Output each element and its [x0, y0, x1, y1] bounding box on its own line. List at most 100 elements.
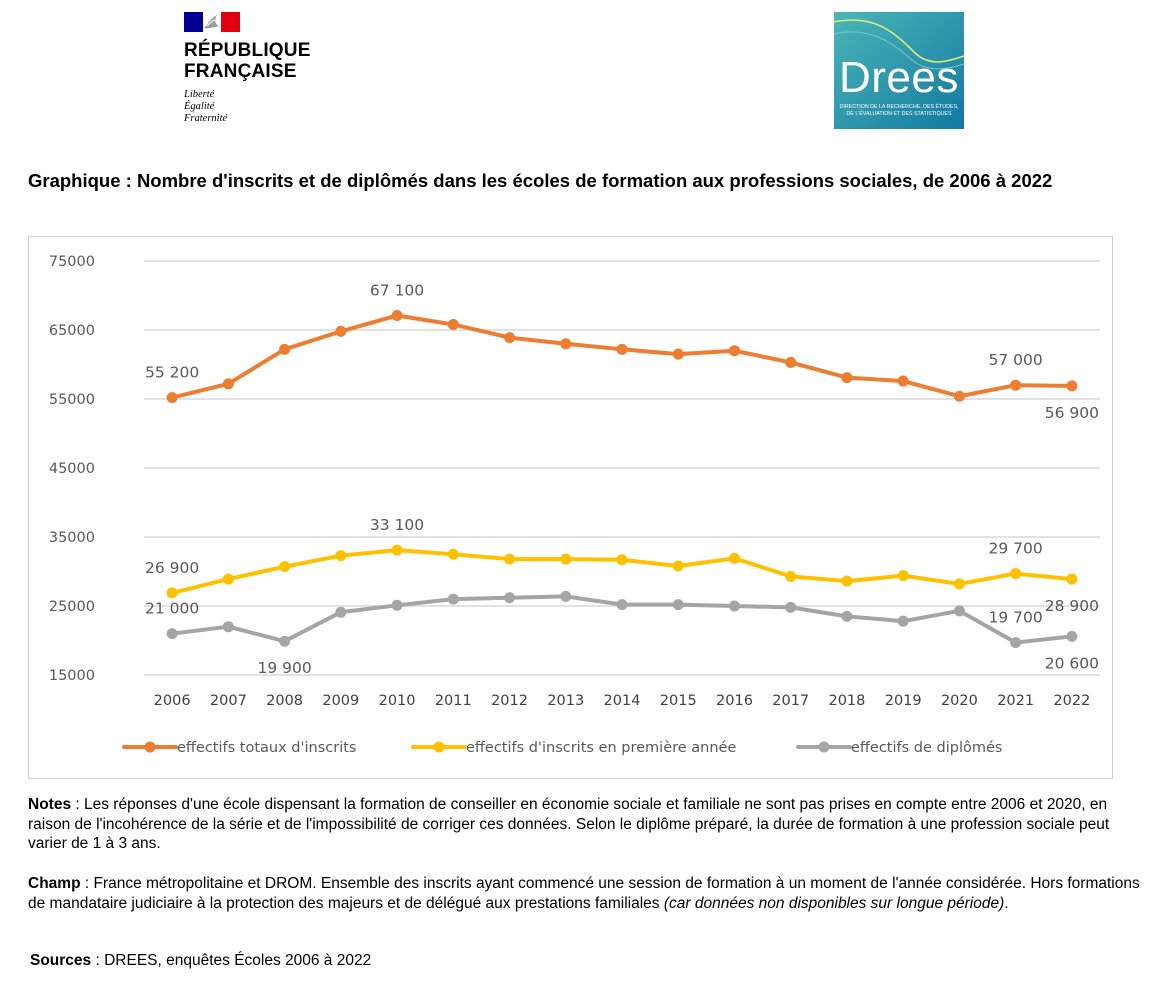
x-tick-label: 2014	[604, 693, 641, 709]
data-point	[560, 590, 572, 602]
data-point	[222, 573, 234, 585]
data-point	[222, 378, 234, 390]
x-tick-label: 2021	[997, 693, 1034, 709]
data-point	[785, 601, 797, 613]
data-point	[222, 621, 234, 633]
x-tick-label: 2007	[210, 693, 247, 709]
data-label: 55 200	[145, 364, 199, 382]
data-point	[335, 550, 347, 562]
data-point	[560, 338, 572, 350]
data-point	[504, 553, 516, 565]
data-point	[279, 635, 291, 647]
republique-francaise-logo: RÉPUBLIQUE FRANÇAISE Liberté Égalité Fra…	[184, 12, 324, 132]
x-tick-label: 2016	[716, 693, 753, 709]
data-point	[672, 348, 684, 360]
y-tick-label: 35000	[49, 530, 95, 546]
data-point	[616, 554, 628, 566]
x-tick-label: 2019	[885, 693, 922, 709]
rf-motto-fraternite: Fraternité	[184, 113, 228, 124]
rf-name-line1: RÉPUBLIQUE	[184, 40, 311, 61]
x-tick-label: 2006	[154, 693, 191, 709]
notes-label: Notes	[28, 796, 72, 813]
data-point	[785, 570, 797, 582]
data-point	[1010, 379, 1022, 391]
x-tick-label: 2018	[828, 693, 865, 709]
y-tick-label: 75000	[49, 254, 95, 270]
legend-swatch-marker	[433, 741, 445, 753]
chart-title: Graphique : Nombre d'inscrits et de dipl…	[28, 170, 1053, 191]
marianne-flag-icon	[184, 12, 240, 32]
data-point	[897, 615, 909, 627]
republique-francaise-name: RÉPUBLIQUE FRANÇAISE	[184, 40, 311, 82]
data-label: 19 900	[257, 659, 311, 677]
rf-name-line2: FRANÇAISE	[184, 61, 297, 82]
champ-label: Champ	[28, 875, 81, 892]
data-point	[560, 553, 572, 565]
data-point	[841, 575, 853, 587]
champ-end: .	[1004, 894, 1009, 912]
notes-text: : Les réponses d'une école dispensant la…	[28, 796, 1110, 852]
drees-wordmark: Drees	[839, 53, 959, 102]
x-tick-label: 2008	[266, 693, 303, 709]
data-label: 28 900	[1045, 597, 1099, 615]
x-tick-label: 2011	[435, 693, 472, 709]
x-tick-label: 2009	[322, 693, 359, 709]
data-point	[953, 605, 965, 617]
x-tick-label: 2015	[660, 693, 697, 709]
data-point	[166, 587, 178, 599]
data-point	[1010, 637, 1022, 649]
data-point	[279, 343, 291, 355]
line-chart: 15000 25000 35000 45000 55000 65000 75000 2006 2…	[49, 254, 1100, 756]
data-point	[447, 318, 459, 330]
x-tick-label: 2020	[941, 693, 978, 709]
data-label: 20 600	[1045, 654, 1099, 672]
data-point	[616, 343, 628, 355]
chart-frame: 15000 25000 35000 45000 55000 65000 75000 2006 2…	[28, 236, 1113, 779]
data-point	[279, 561, 291, 573]
data-point	[841, 372, 853, 384]
x-tick-label: 2010	[379, 693, 416, 709]
data-label: 57 000	[989, 351, 1043, 369]
y-tick-label: 55000	[49, 392, 95, 408]
x-tick-label: 2013	[547, 693, 584, 709]
champ-paragraph: Champ : France métropolitaine et DROM. E…	[28, 874, 1143, 913]
data-point	[785, 356, 797, 368]
data-point	[953, 390, 965, 402]
x-tick-label: 2012	[491, 693, 528, 709]
drees-logo: Drees DIRECTION DE LA RECHERCHE, DES ÉTU…	[834, 12, 964, 129]
data-label: 33 100	[370, 516, 424, 534]
data-point	[391, 310, 403, 322]
sources-paragraph: Sources : DREES, enquêtes Écoles 2006 à …	[30, 951, 1145, 971]
data-point	[391, 599, 403, 611]
data-point	[1066, 380, 1078, 392]
data-point	[1010, 568, 1022, 580]
drees-tagline-line1: DIRECTION DE LA RECHERCHE, DES ÉTUDES,	[839, 104, 959, 110]
y-tick-label: 65000	[49, 323, 95, 339]
sources-text: : DREES, enquêtes Écoles 2006 à 2022	[91, 952, 372, 969]
legend-label: effectifs totaux d'inscrits	[177, 740, 356, 756]
data-point	[953, 578, 965, 590]
data-label: 29 700	[989, 540, 1043, 558]
data-point	[1066, 573, 1078, 585]
data-point	[447, 593, 459, 605]
data-point	[672, 599, 684, 611]
y-tick-label: 25000	[49, 599, 95, 615]
data-point	[447, 548, 459, 560]
data-point	[728, 552, 740, 564]
data-label: 67 100	[370, 282, 424, 300]
rf-motto-egalite: Égalité	[184, 101, 215, 112]
data-label: 56 900	[1045, 404, 1099, 422]
legend-swatch-marker	[818, 741, 830, 753]
drees-tagline-line2: DE L'ÉVALUATION ET DES STATISTIQUES	[846, 110, 952, 117]
x-tick-label: 2017	[772, 693, 809, 709]
data-point	[1066, 630, 1078, 642]
data-point	[897, 570, 909, 582]
data-point	[897, 375, 909, 387]
drees-logo-background	[834, 12, 964, 129]
legend-label: effectifs d'inscrits en première année	[466, 740, 736, 756]
data-point	[391, 544, 403, 556]
data-point	[166, 628, 178, 640]
drees-tagline: DIRECTION DE LA RECHERCHE, DES ÉTUDES, D…	[834, 104, 964, 117]
legend-label: effectifs de diplômés	[851, 740, 1002, 756]
x-tick-label: 2022	[1053, 693, 1090, 709]
